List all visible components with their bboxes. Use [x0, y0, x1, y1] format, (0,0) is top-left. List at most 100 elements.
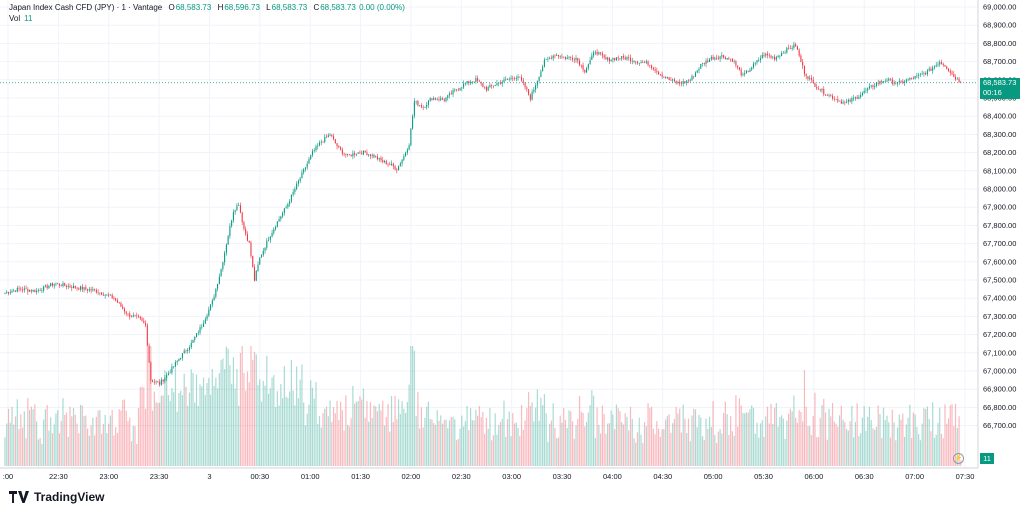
volume-bar: [130, 441, 133, 466]
candle-body: [807, 76, 809, 79]
volume-bar: [76, 423, 78, 466]
candle-body: [935, 65, 937, 67]
candle-body: [802, 62, 804, 66]
candle-body: [529, 94, 531, 100]
candle-body: [651, 65, 653, 69]
candle-body: [631, 60, 633, 62]
candle-body: [549, 57, 551, 59]
candle-body: [531, 91, 533, 100]
volume-bar: [317, 424, 319, 466]
candle-body: [466, 80, 468, 84]
tradingview-logo[interactable]: TradingView: [9, 490, 104, 504]
volume-bar: [536, 389, 538, 466]
candle-body: [227, 236, 229, 245]
volume-bar: [51, 433, 54, 466]
volume-bar: [846, 429, 848, 466]
volume-bar: [874, 429, 876, 466]
candle-body: [361, 153, 363, 155]
candle-body: [102, 294, 104, 296]
volume-bar: [807, 426, 809, 466]
lightning-icon[interactable]: ⚡: [953, 453, 964, 464]
volume-bar: [614, 429, 616, 466]
candle-body: [134, 315, 136, 316]
time-tick-label: :00: [3, 472, 13, 481]
candle-body: [130, 316, 133, 318]
candle-body: [431, 98, 433, 100]
candle-body: [835, 98, 837, 100]
volume-bar: [137, 407, 140, 466]
candle-body: [940, 62, 943, 64]
candle-body: [329, 134, 331, 136]
volume-bar: [656, 421, 658, 466]
candle-body: [907, 79, 909, 81]
price-tick-label: 67,100.00: [983, 348, 1016, 357]
volume-bar: [663, 429, 665, 466]
volume-bar: [324, 408, 326, 466]
candle-body: [217, 283, 219, 289]
volume-bar: [854, 421, 856, 466]
candle-body: [443, 99, 445, 101]
volume-bar: [717, 431, 719, 466]
volume-bar: [914, 414, 916, 466]
candle-body: [7, 292, 10, 294]
candle-body: [914, 76, 916, 79]
candle-body: [543, 59, 545, 67]
candle-body: [573, 59, 575, 61]
volume-bar: [171, 388, 173, 466]
candle-body: [46, 285, 48, 289]
candle-body: [206, 315, 208, 320]
price-tick-label: 67,400.00: [983, 294, 1016, 303]
volume-bar: [157, 403, 159, 466]
candle-body: [677, 81, 679, 83]
volume-bar: [798, 410, 800, 466]
volume-bar: [313, 398, 315, 466]
volume-bar: [853, 437, 855, 466]
volume-bar: [647, 403, 649, 466]
candle-body: [568, 57, 570, 58]
volume-bar: [231, 383, 233, 466]
volume-bar: [622, 424, 625, 466]
volume-bar: [605, 433, 607, 466]
volume-bar: [125, 410, 127, 466]
candle-body: [136, 315, 138, 317]
candle-body: [113, 298, 115, 299]
volume-bar: [334, 413, 336, 466]
candle-body: [626, 57, 628, 60]
candle-body: [159, 382, 161, 385]
volume-bar: [424, 417, 426, 466]
candle-body: [540, 71, 542, 78]
candle-body: [640, 62, 642, 63]
volume-bar: [204, 394, 206, 466]
current-volume-tag: 11: [980, 453, 994, 464]
volume-bar: [918, 434, 920, 466]
candle-body: [44, 285, 46, 287]
volume-bar: [78, 433, 80, 466]
volume-bar: [308, 404, 310, 466]
candle-body: [183, 350, 185, 354]
volume-bar: [838, 415, 841, 466]
candle-body: [375, 156, 377, 158]
candle-body: [958, 78, 960, 83]
volume-bar: [7, 409, 10, 466]
candle-body: [679, 81, 681, 84]
time-tick-label: 02:00: [402, 472, 421, 481]
volume-bar: [436, 410, 438, 466]
volume-bar: [201, 386, 203, 466]
candle-body: [420, 105, 422, 108]
volume-bar: [533, 421, 535, 466]
volume-bar: [828, 408, 830, 466]
volume-bar: [14, 416, 17, 466]
volume-bar: [730, 416, 732, 466]
candle-body: [571, 57, 574, 60]
price-tick-label: 67,900.00: [983, 203, 1016, 212]
volume-bar: [823, 398, 825, 466]
volume-bar: [65, 412, 68, 466]
volume-bar: [134, 425, 136, 466]
candle-body: [303, 169, 305, 173]
price-tick-label: 67,700.00: [983, 239, 1016, 248]
volume-bar: [679, 408, 681, 466]
candle-body: [710, 56, 712, 60]
volume-bar: [269, 388, 271, 466]
volume-bar: [875, 426, 878, 466]
